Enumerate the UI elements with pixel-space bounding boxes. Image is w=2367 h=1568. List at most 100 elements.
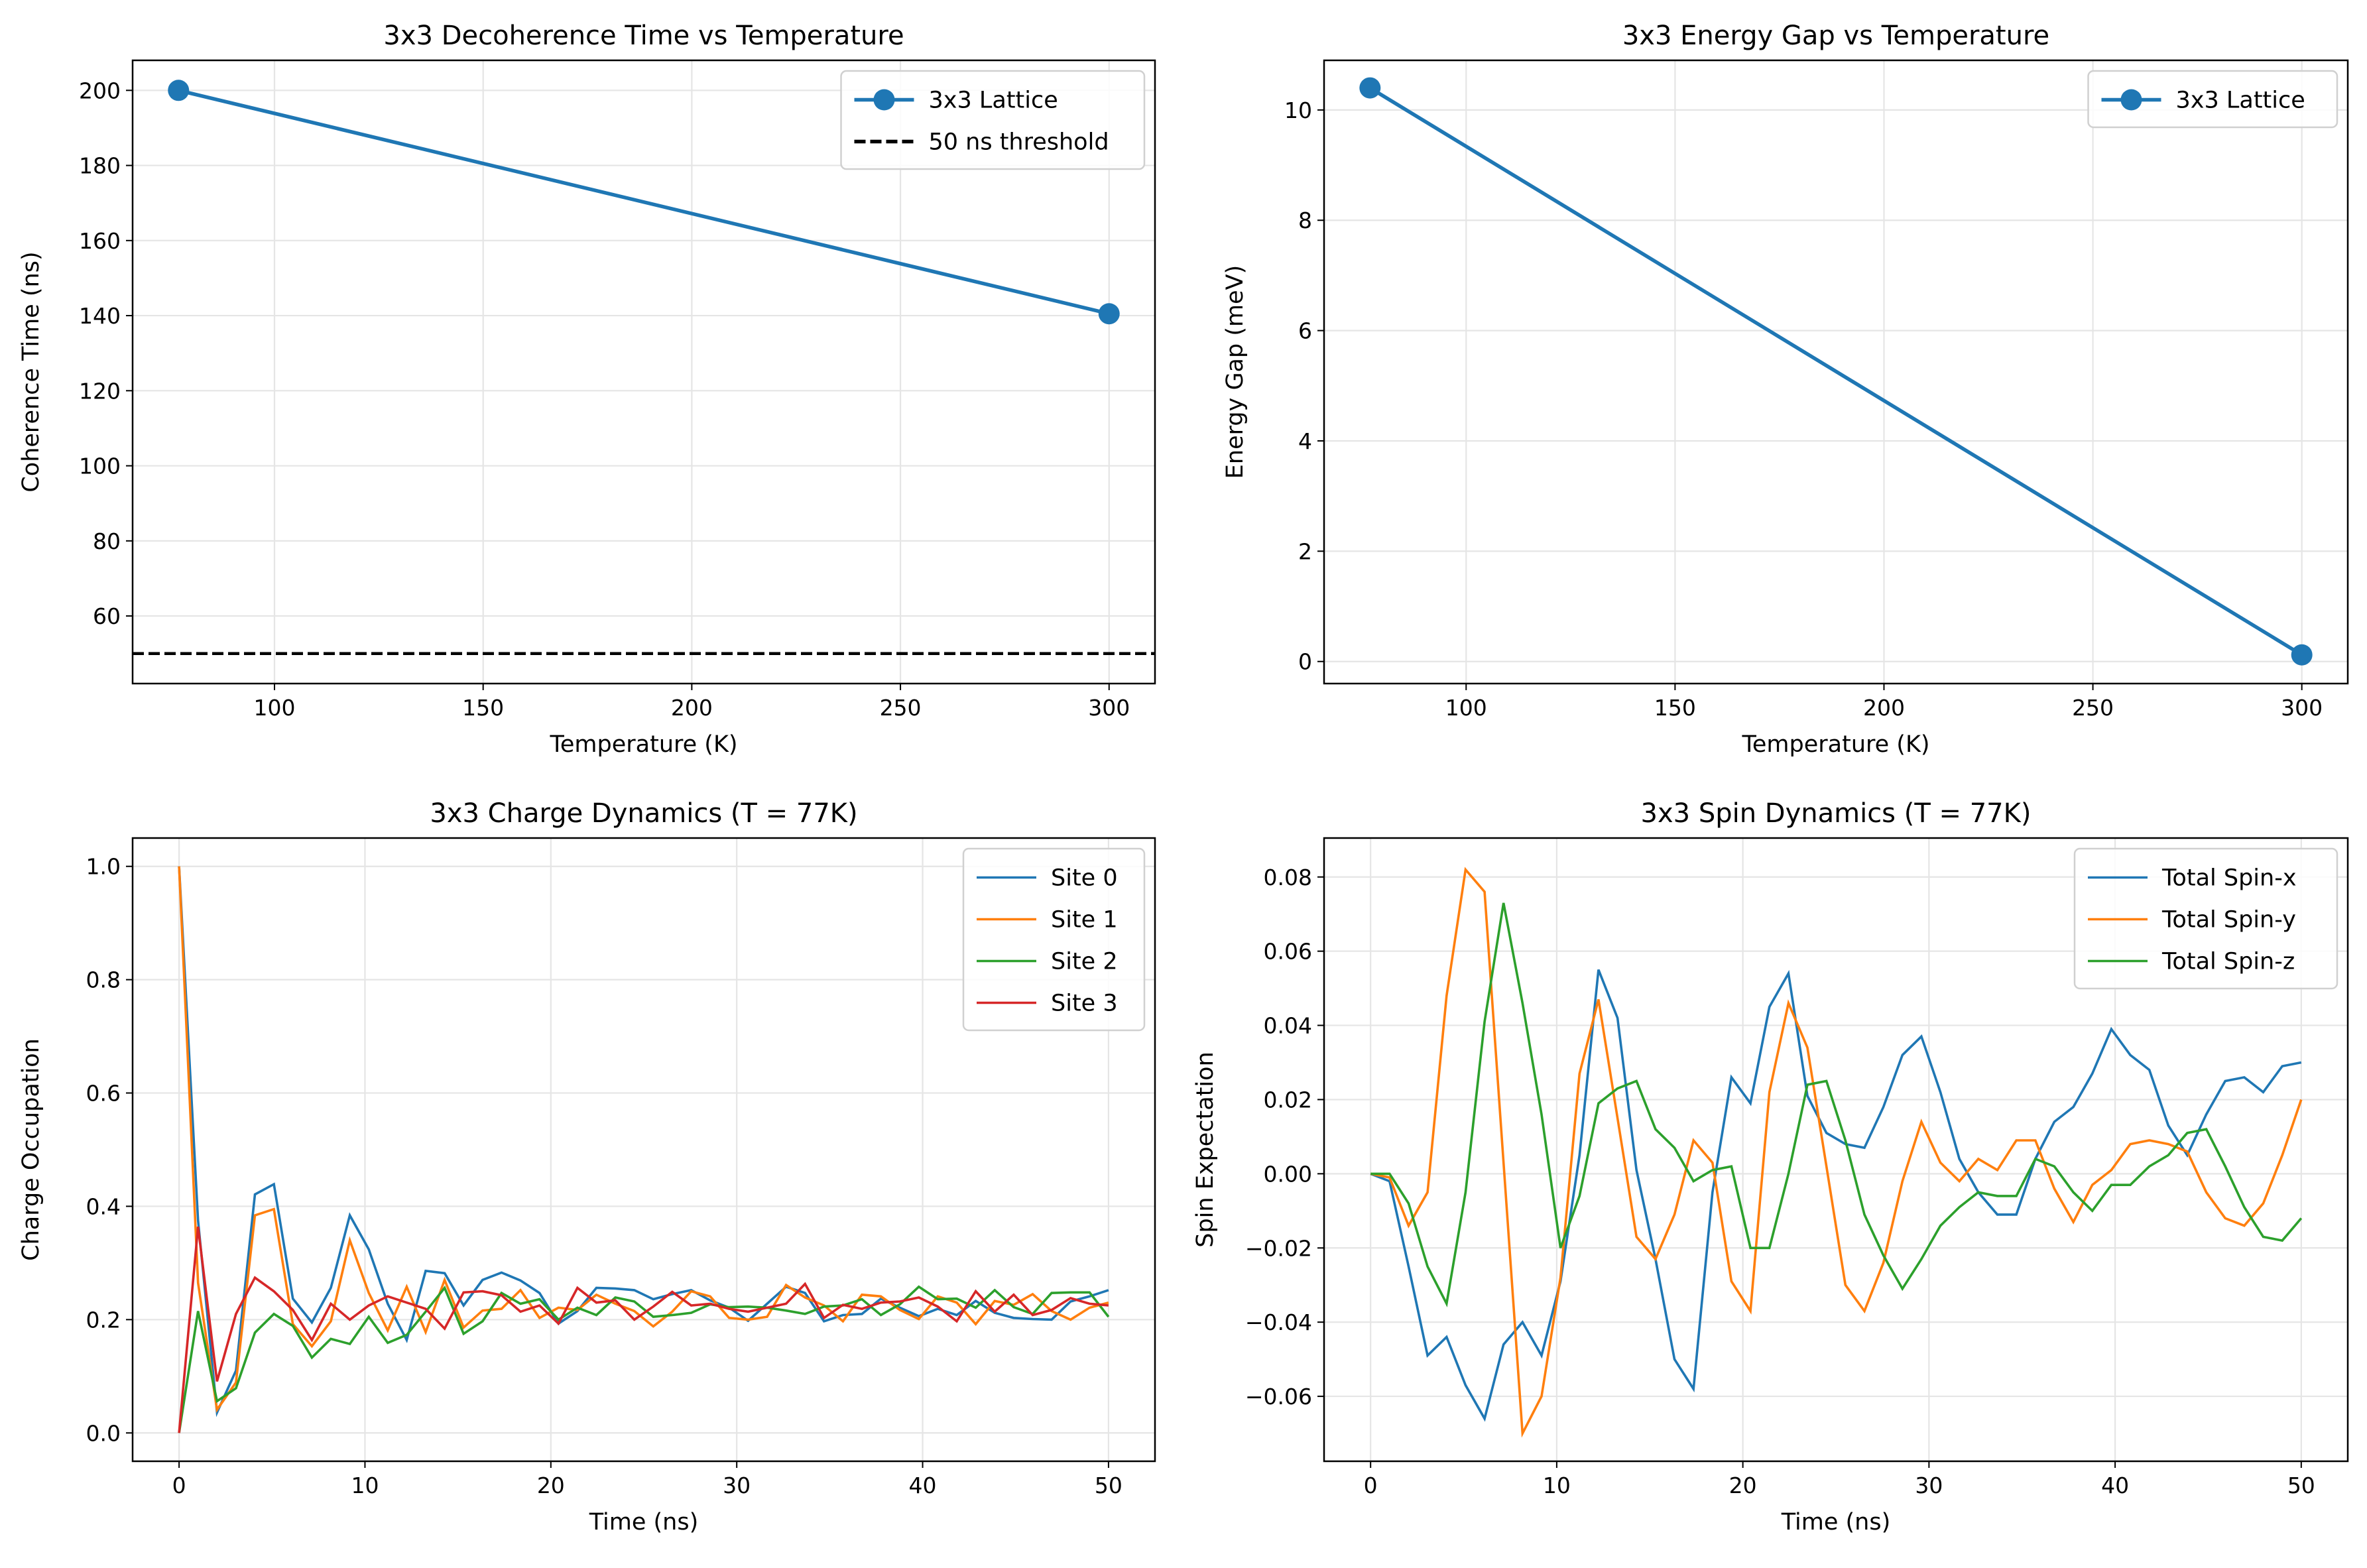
- data-point: [1098, 303, 1120, 325]
- legend-box: [2087, 70, 2338, 129]
- legend-label: Site 1: [1051, 907, 1118, 934]
- legend-label: Total Spin-x: [2161, 865, 2297, 892]
- series-line-0: [178, 88, 1110, 316]
- y-tick-label: 140: [79, 303, 121, 329]
- series-line-0: [1368, 86, 2303, 657]
- x-tick-label: 50: [2287, 1473, 2315, 1498]
- legend-box: [840, 70, 1146, 170]
- y-tick-label: 180: [79, 153, 121, 179]
- legend-box: [962, 847, 1146, 1032]
- chart-panel-1: 100 150 200 250 300 0 2 4 6 8 10 3x3 Energy Gap vs …: [1222, 21, 2349, 758]
- x-tick-label: 250: [2072, 695, 2114, 721]
- y-tick-label: −0.02: [1245, 1235, 1312, 1261]
- plot-area: [178, 866, 1110, 1433]
- legend-box: [2073, 847, 2338, 990]
- legend-marker: [2120, 89, 2142, 111]
- y-tick-label: 160: [79, 228, 121, 254]
- y-tick-label: 120: [79, 378, 121, 404]
- y-tick-label: 100: [79, 453, 121, 479]
- x-tick-label: 200: [1863, 695, 1905, 721]
- x-tick-label: 250: [880, 695, 922, 721]
- y-tick-label: −0.06: [1245, 1384, 1312, 1410]
- legend-item: Total Spin-y: [2088, 907, 2296, 934]
- x-tick-label: 10: [1543, 1473, 1571, 1498]
- y-tick-label: 60: [93, 603, 121, 629]
- y-tick-label: 0: [1298, 649, 1312, 675]
- legend-label: 50 ns threshold: [929, 129, 1109, 156]
- x-tick-label: 0: [1364, 1473, 1378, 1498]
- series-line-1: [1370, 867, 2303, 1438]
- y-tick-label: 0.02: [1264, 1087, 1312, 1113]
- series-line-2: [178, 1285, 1110, 1433]
- axes-frame: [1323, 59, 2349, 685]
- x-axis-label: Time (ns): [589, 1509, 699, 1536]
- x-tick-label: 40: [2101, 1473, 2129, 1498]
- legend-label: Site 0: [1051, 865, 1118, 892]
- legend-item: 50 ns threshold: [854, 129, 1109, 156]
- y-tick-label: 0.6: [86, 1081, 121, 1107]
- x-tick-label: 10: [351, 1473, 379, 1498]
- legend-label: 3x3 Lattice: [2176, 88, 2305, 114]
- y-tick-label: 0.06: [1264, 939, 1312, 965]
- y-axis-label: Energy Gap (meV): [1222, 265, 1248, 479]
- axes-frame: [131, 837, 1156, 1463]
- y-tick-label: 10: [1284, 97, 1312, 123]
- x-tick-label: 150: [1654, 695, 1696, 721]
- x-axis-label: Temperature (K): [549, 731, 737, 758]
- legend-label: Site 2: [1051, 949, 1118, 975]
- legend: Total Spin-x Total Spin-y Total Spin-z: [2073, 847, 2338, 990]
- legend-item: Total Spin-z: [2088, 949, 2295, 975]
- legend-item: Site 3: [977, 991, 1118, 1017]
- legend-label: Site 3: [1051, 991, 1118, 1017]
- legend: Site 0 Site 1 Site 2 Site 3: [962, 847, 1146, 1032]
- data-point: [1359, 77, 1381, 99]
- y-tick-label: 2: [1298, 538, 1312, 564]
- legend-marker: [873, 89, 895, 111]
- y-tick-label: 4: [1298, 428, 1312, 454]
- x-tick-label: 300: [1088, 695, 1130, 721]
- chart-panel-0: 100 150 200 250 300 60 80 100 120 140 160 180 200 3x3…: [18, 21, 1156, 758]
- x-tick-label: 200: [671, 695, 713, 721]
- x-tick-label: 40: [909, 1473, 937, 1498]
- y-tick-label: 80: [93, 528, 121, 554]
- x-tick-label: 30: [1915, 1473, 1943, 1498]
- axes-frame: [131, 59, 1156, 685]
- y-axis-label: Charge Occupation: [18, 1038, 44, 1261]
- chart-title: 3x3 Charge Dynamics (T = 77K): [430, 798, 857, 829]
- axes-frame: [1323, 837, 2349, 1463]
- y-axis-label: Spin Expectation: [1192, 1052, 1219, 1248]
- x-tick-label: 150: [462, 695, 504, 721]
- y-tick-label: 6: [1298, 318, 1312, 344]
- chart-panel-3: 0 10 20 30 40 50 −0.06 −0.04 −0.02 0.00 0.02 0.04 0.…: [1192, 798, 2349, 1536]
- series-line-3: [178, 1226, 1109, 1433]
- y-tick-label: 0.4: [86, 1193, 121, 1219]
- x-axis-label: Temperature (K): [1741, 731, 1929, 758]
- legend-item: Total Spin-x: [2088, 865, 2297, 892]
- y-tick-label: 0.08: [1264, 865, 1312, 890]
- x-tick-label: 100: [253, 695, 295, 721]
- x-axis-label: Time (ns): [1781, 1509, 1891, 1536]
- x-tick-label: 300: [2281, 695, 2323, 721]
- legend: 3x3 Lattice 50 ns threshold: [840, 70, 1146, 170]
- y-tick-label: 0.2: [86, 1307, 121, 1333]
- series-line-0: [1370, 969, 2302, 1422]
- series-line-0: [178, 866, 1109, 1417]
- data-point: [168, 80, 190, 101]
- x-tick-label: 0: [172, 1473, 186, 1498]
- y-tick-label: 8: [1298, 208, 1312, 233]
- legend-item: 3x3 Lattice: [2101, 88, 2305, 114]
- y-tick-label: 1.0: [86, 854, 121, 880]
- legend: 3x3 Lattice: [2087, 70, 2338, 129]
- plot-area: [1359, 77, 2313, 666]
- data-point: [2291, 644, 2313, 666]
- plot-area: [1370, 867, 2303, 1438]
- x-tick-label: 20: [537, 1473, 565, 1498]
- legend-label: Total Spin-z: [2161, 949, 2295, 975]
- chart-panel-2: 0 10 20 30 40 50 0.0 0.2 0.4 0.6 0.8 1.0 3x3 Charge …: [18, 798, 1156, 1536]
- x-tick-label: 30: [723, 1473, 751, 1498]
- chart-title: 3x3 Decoherence Time vs Temperature: [383, 21, 904, 51]
- x-tick-label: 20: [1729, 1473, 1757, 1498]
- y-tick-label: 0.8: [86, 967, 121, 993]
- x-tick-label: 50: [1095, 1473, 1123, 1498]
